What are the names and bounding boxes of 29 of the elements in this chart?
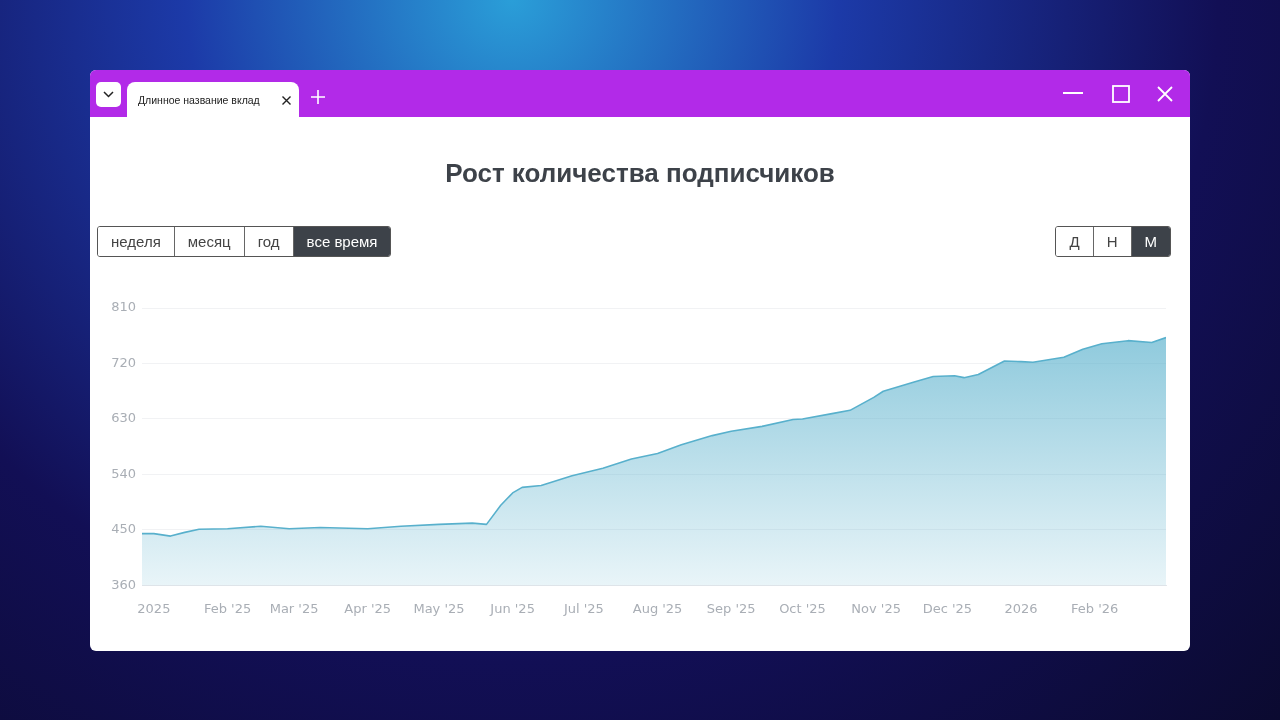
text: год <box>243 227 293 256</box>
x-tick-label: Apr '25 <box>344 600 392 616</box>
x-tick-label: Feb '25 <box>203 600 252 616</box>
x-tick-label: Nov '25 <box>851 600 901 616</box>
x-tick-label: Aug '25 <box>632 600 683 616</box>
x-tick-label: Jul '25 <box>562 600 604 616</box>
x-tick-label: Sep '25 <box>706 600 756 616</box>
text: М <box>1130 227 1170 256</box>
y-tick-label: 360 <box>111 576 136 592</box>
text: месяц <box>173 227 244 256</box>
text: все время <box>292 227 391 256</box>
text: Д <box>1056 227 1093 256</box>
x-tick-label: Jun '25 <box>489 600 535 616</box>
x-tick-label: Dec '25 <box>922 600 973 616</box>
y-tick-label: 540 <box>111 465 136 481</box>
x-tick-label: Mar '25 <box>269 600 319 616</box>
y-tick-label: 810 <box>111 299 136 315</box>
x-tick-label: 2026 <box>1004 600 1038 616</box>
x-tick-label: Oct '25 <box>779 600 826 616</box>
y-tick-label: 720 <box>111 354 136 370</box>
chart-title: Рост количества подписчиков <box>444 158 836 189</box>
x-tick-label: May '25 <box>413 600 465 616</box>
text: Н <box>1092 227 1131 256</box>
y-tick-label: 450 <box>111 521 136 537</box>
text: неделя <box>98 227 174 256</box>
x-tick-label: Feb '26 <box>1071 600 1119 616</box>
x-tick-label: 2025 <box>137 600 171 616</box>
y-tick-label: 630 <box>111 410 136 426</box>
text: Длинное название вклад <box>138 94 260 106</box>
